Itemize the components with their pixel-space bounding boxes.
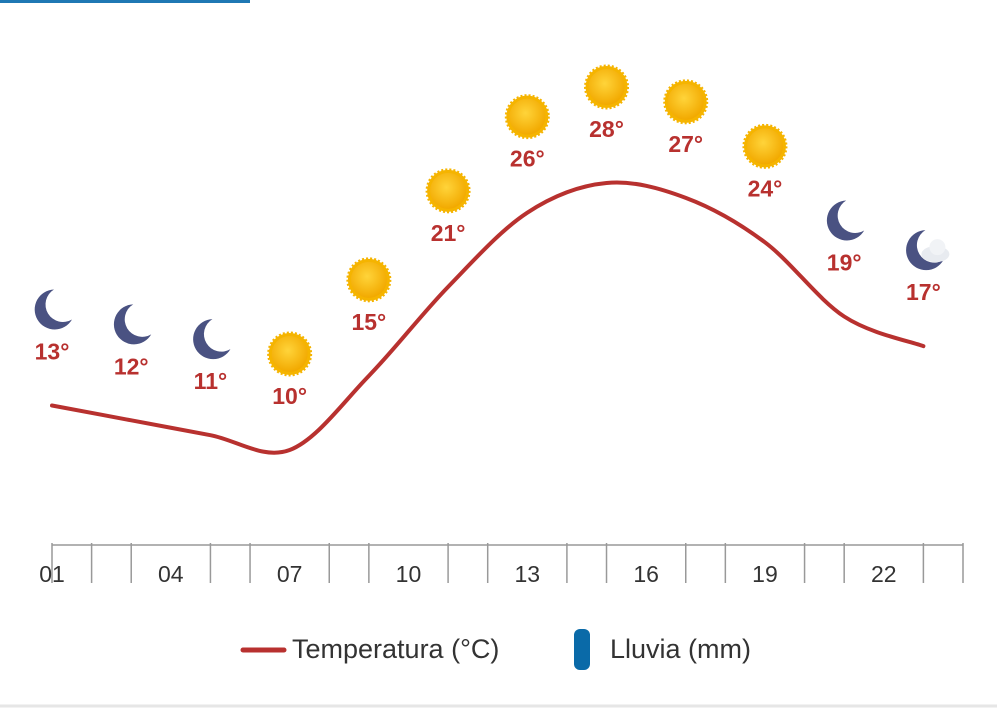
- moon-icon: [193, 319, 231, 360]
- value-label: 26°: [510, 146, 545, 172]
- value-label: 15°: [351, 309, 386, 335]
- weather-icon: [742, 123, 788, 169]
- x-tick-label: 01: [39, 561, 65, 587]
- value-label: 27°: [668, 131, 703, 157]
- sun-icon: [271, 336, 308, 372]
- weather-icon: [826, 200, 865, 241]
- weather-icon: [425, 168, 471, 214]
- weather-icon: [504, 94, 550, 140]
- sun-icon: [667, 83, 704, 120]
- x-tick-label: 19: [752, 561, 778, 587]
- temperature-line: [50, 180, 926, 455]
- value-label: 12°: [114, 353, 149, 379]
- value-label: 28°: [589, 116, 624, 142]
- weather-icon: [113, 304, 152, 345]
- weather-icon: [906, 230, 950, 271]
- value-label: 10°: [272, 383, 307, 409]
- value-label: 21°: [431, 220, 466, 246]
- x-tick-label: 04: [158, 561, 184, 587]
- weather-icon: [663, 79, 709, 125]
- value-label: 13°: [35, 339, 70, 365]
- value-label: 19°: [827, 250, 862, 276]
- weather-icon: [267, 331, 313, 377]
- value-label: 11°: [194, 368, 228, 394]
- weather-icon: [34, 289, 72, 330]
- value-label: 24°: [748, 175, 783, 201]
- x-tick-label: 16: [633, 561, 659, 587]
- sun-icon: [430, 172, 467, 209]
- sun-icon: [350, 261, 387, 298]
- tab-indicator: [0, 0, 250, 3]
- x-tick-label: 22: [871, 561, 897, 587]
- legend-label: Temperatura (°C): [292, 634, 499, 664]
- moon-icon: [906, 230, 944, 271]
- weather-icon: [584, 64, 630, 110]
- x-tick-label: 10: [396, 561, 422, 587]
- sun-icon: [588, 69, 625, 105]
- x-tick-label: 13: [515, 561, 541, 587]
- legend-swatch: [574, 629, 590, 670]
- sun-icon: [509, 98, 546, 135]
- legend-label: Lluvia (mm): [610, 634, 751, 664]
- weather-icon: [193, 319, 231, 360]
- legend: Temperatura (°C) Lluvia (mm): [240, 629, 751, 670]
- moon-icon: [34, 289, 72, 330]
- x-tick-label: 07: [277, 561, 303, 587]
- weather-icon: [346, 257, 392, 303]
- value-label: 17°: [906, 279, 941, 305]
- moon-icon: [826, 200, 865, 241]
- moon-icon: [113, 304, 152, 345]
- sun-icon: [746, 128, 783, 165]
- cloud-icon: [929, 239, 946, 256]
